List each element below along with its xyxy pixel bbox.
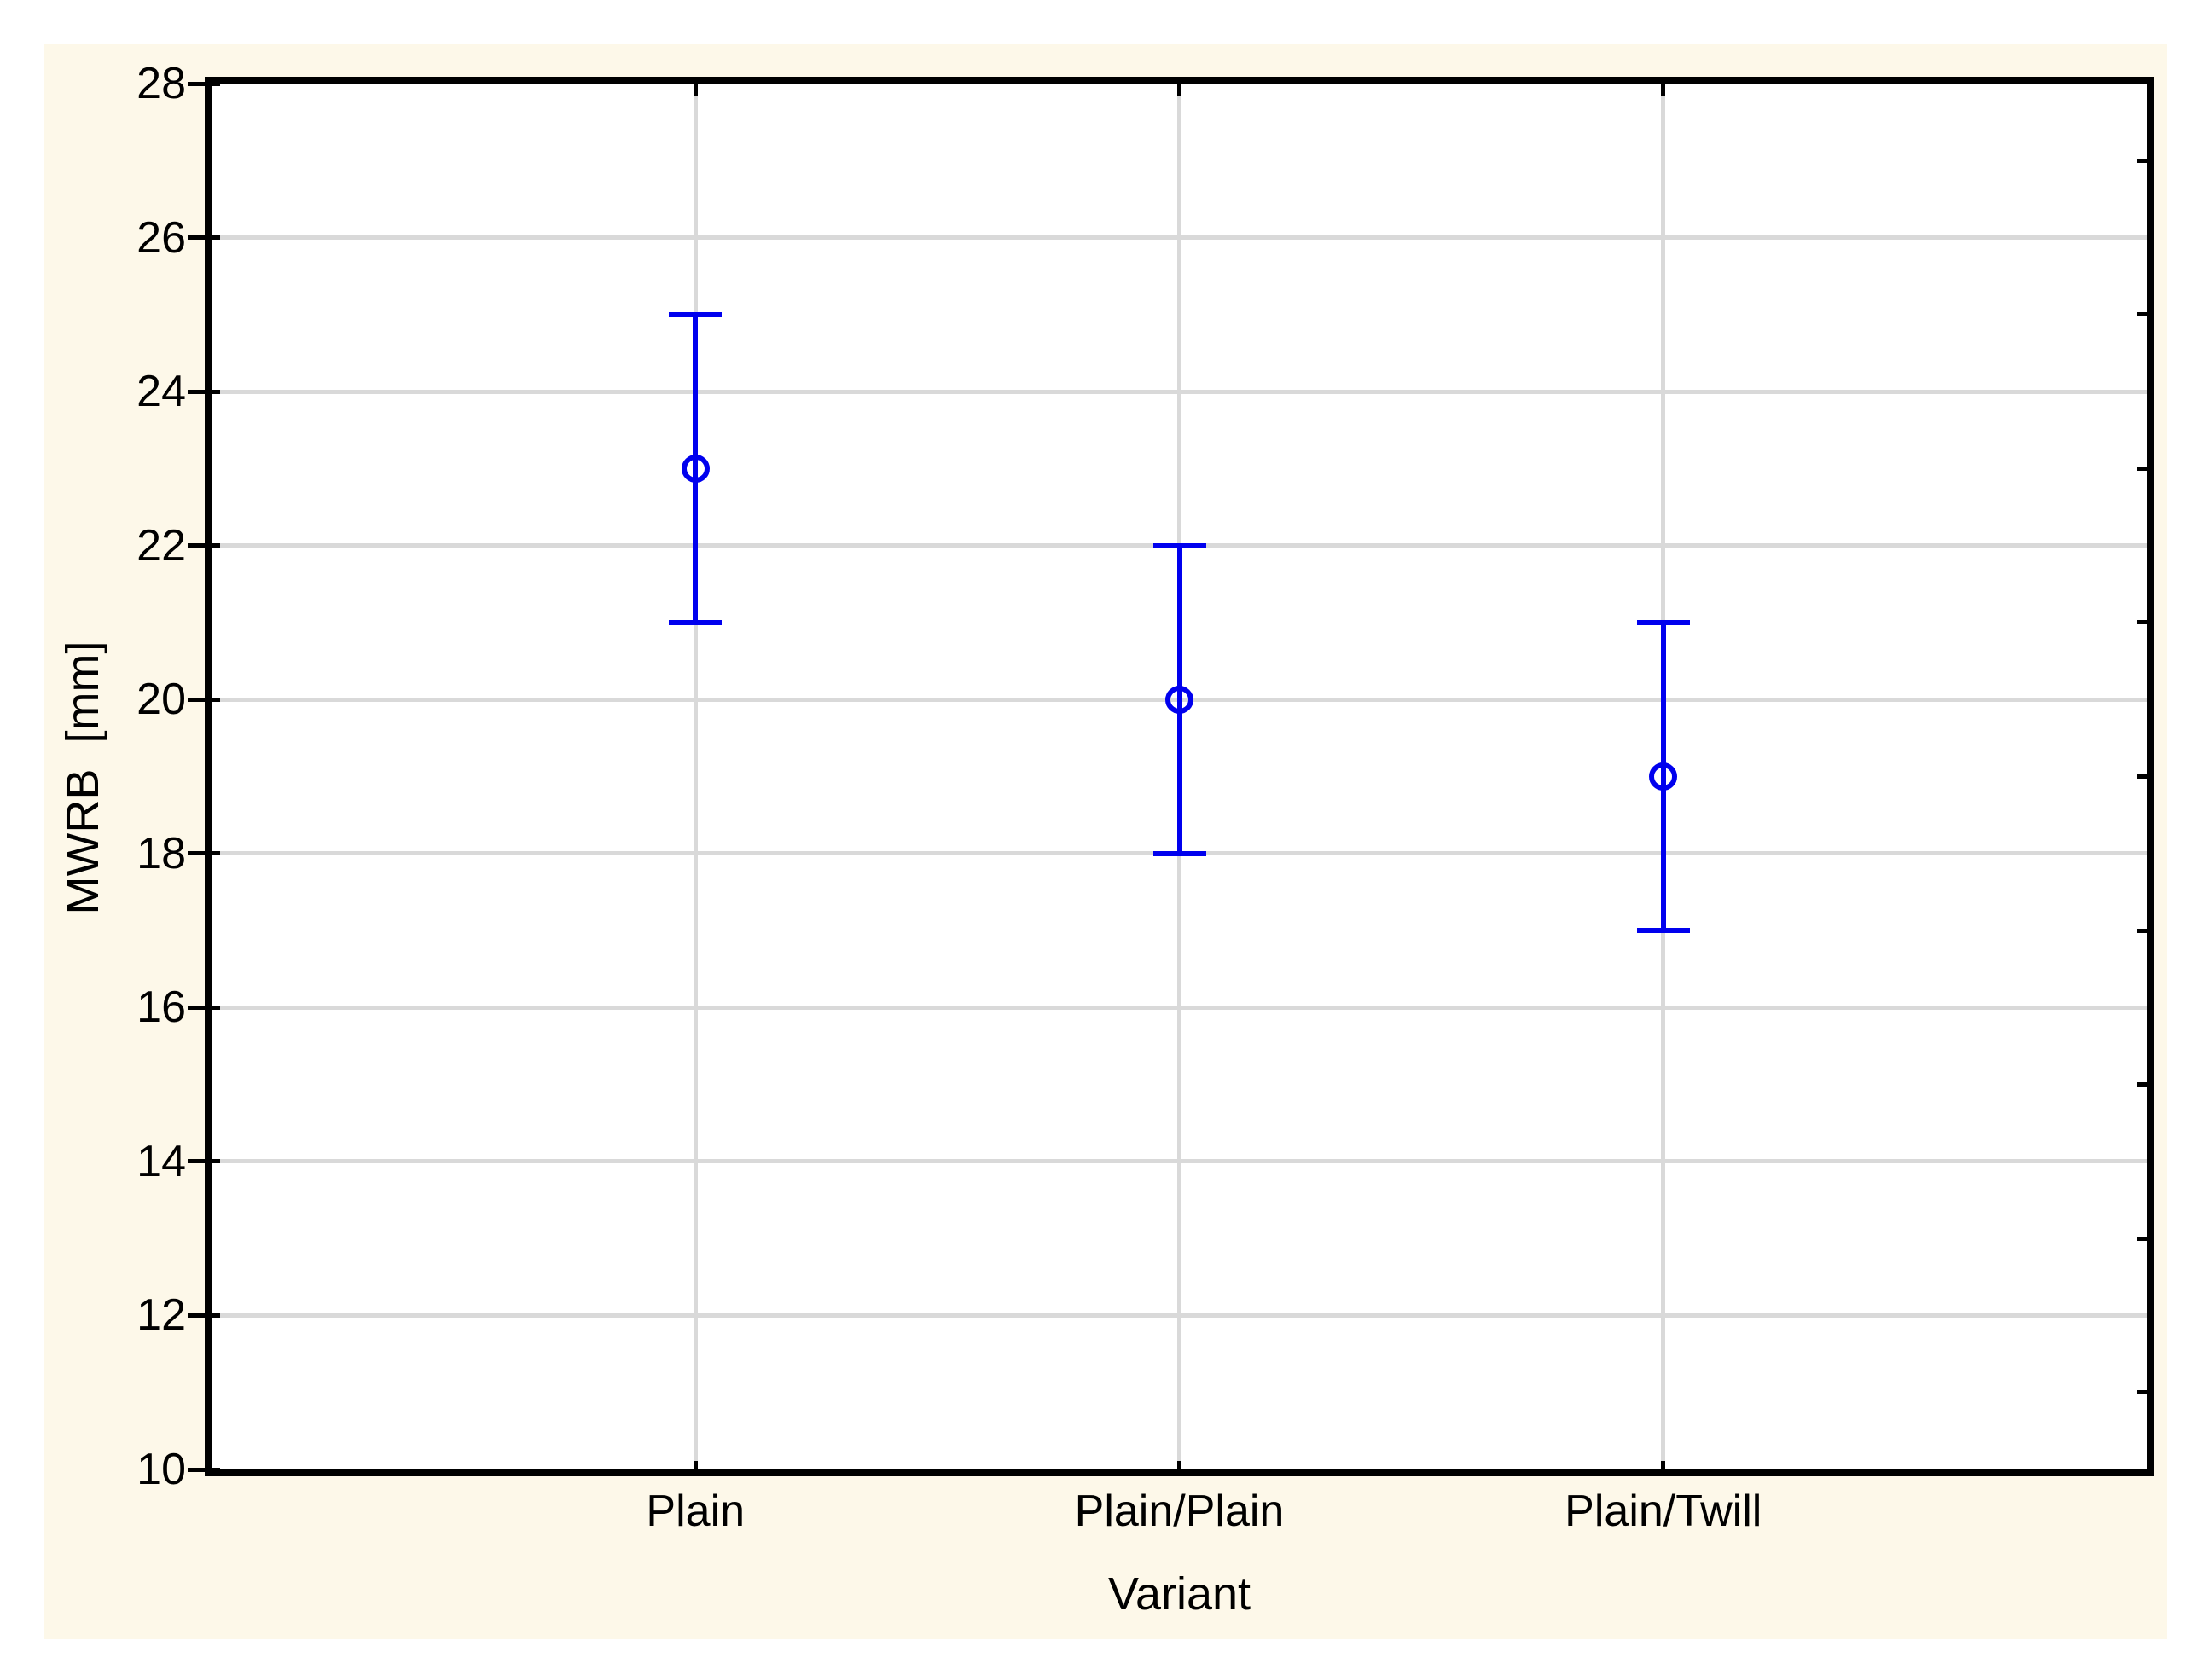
x-tick-bottom (1177, 1461, 1181, 1469)
x-category-label: Plain/Twill (1565, 1487, 1762, 1536)
y-minor-tick-right (2137, 620, 2147, 625)
y-minor-tick-right (2137, 774, 2147, 779)
y-minor-tick-right (2137, 1236, 2147, 1241)
error-bar-cap-bottom (1636, 928, 1690, 934)
y-major-tick-outer (188, 1005, 205, 1010)
error-bar-cap-top (669, 311, 723, 317)
x-tick-top (1661, 84, 1666, 96)
y-major-tick-outer (188, 1467, 205, 1472)
y-tick-label: 16 (136, 982, 186, 1033)
mean-marker (681, 454, 710, 483)
y-major-tick-inner (212, 543, 220, 548)
mean-marker (1649, 762, 1678, 791)
y-minor-tick-right (2137, 158, 2147, 163)
y-major-tick-outer (188, 543, 205, 548)
x-tick-top (1177, 84, 1181, 96)
y-tick-label: 10 (136, 1445, 186, 1494)
y-tick-label: 12 (136, 1290, 186, 1341)
y-minor-tick-right (2137, 312, 2147, 317)
x-tick-bottom (693, 1461, 698, 1469)
y-major-tick-inner (212, 1467, 220, 1472)
y-tick-label: 20 (136, 675, 186, 725)
y-major-tick-inner (212, 697, 220, 702)
error-bar-cap-top (1152, 542, 1206, 548)
y-major-tick-inner (212, 851, 220, 856)
y-minor-tick-right (2137, 1390, 2147, 1395)
y-major-tick-outer (188, 235, 205, 241)
y-major-tick-outer (188, 389, 205, 394)
error-bar-cap-top (1636, 619, 1690, 625)
x-category-label: Plain (646, 1487, 746, 1536)
x-axis-title: Variant (1107, 1568, 1251, 1620)
error-bar-cap-bottom (1152, 850, 1206, 856)
y-major-tick-outer (188, 1159, 205, 1164)
y-tick-label: 24 (136, 367, 186, 417)
x-category-label: Plain/Plain (1074, 1487, 1285, 1536)
y-tick-label: 26 (136, 212, 186, 263)
y-major-tick-outer (188, 851, 205, 856)
y-tick-label: 28 (136, 59, 186, 108)
y-major-tick-outer (188, 1313, 205, 1318)
y-major-tick-outer (188, 697, 205, 702)
y-tick-label: 18 (136, 828, 186, 878)
x-tick-top (693, 84, 698, 96)
error-bar-cap-bottom (669, 619, 723, 625)
y-minor-tick-right (2137, 928, 2147, 933)
y-minor-tick-right (2137, 466, 2147, 471)
y-minor-tick-right (2137, 1082, 2147, 1087)
y-major-tick-inner (212, 1159, 220, 1164)
y-major-tick-inner (212, 1313, 220, 1318)
mean-marker (1165, 685, 1193, 714)
y-major-tick-outer (188, 81, 205, 86)
y-major-tick-inner (212, 81, 220, 86)
x-tick-bottom (1661, 1461, 1666, 1469)
y-major-tick-inner (212, 235, 220, 241)
y-tick-label: 22 (136, 520, 186, 571)
y-major-tick-inner (212, 389, 220, 394)
y-major-tick-inner (212, 1005, 220, 1010)
x-gridline (693, 84, 698, 1469)
y-tick-label: 14 (136, 1136, 186, 1186)
